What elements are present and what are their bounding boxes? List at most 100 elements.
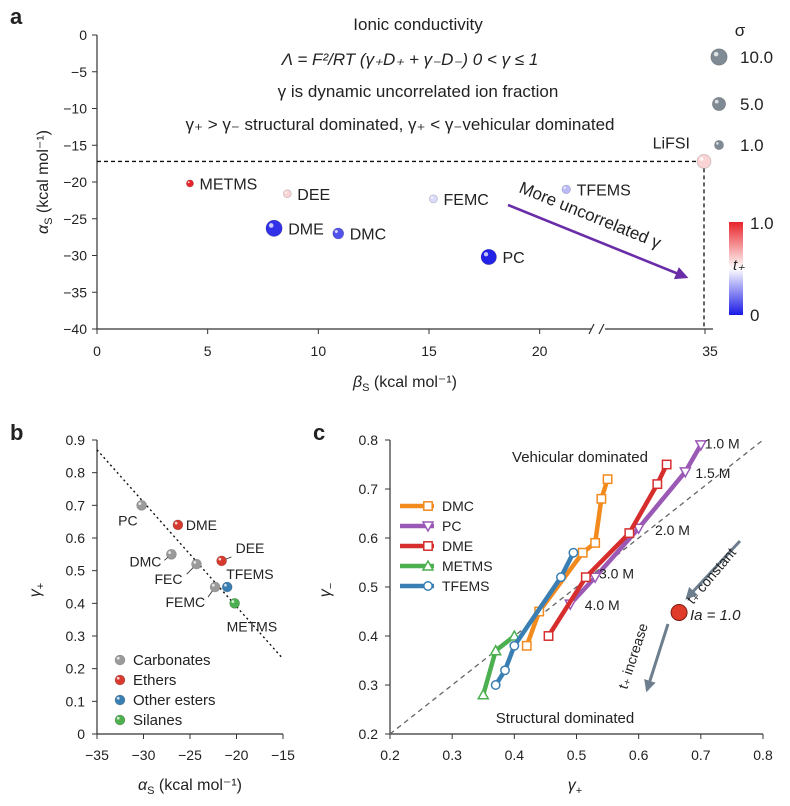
- point-femc: [429, 194, 438, 204]
- c-marker-dme: [624, 528, 635, 539]
- point-label-dee: DEE: [297, 187, 330, 204]
- b-legend-marker-other-esters-highlight: [116, 696, 120, 700]
- axis-subscript: S: [147, 785, 154, 797]
- b-legend-marker-other-esters: [114, 694, 126, 706]
- c-marker-pc: [588, 572, 602, 584]
- c-marker-tfems: [568, 547, 579, 558]
- panel-b-y-tick-label: 0: [77, 726, 85, 742]
- panel-b-x-tick-label: −15: [271, 747, 295, 763]
- panel-c-y-tick-label: 0.3: [359, 677, 379, 693]
- concentration-label: 1.0 M: [705, 435, 740, 451]
- t-plus-constant-label: t₊ constant: [683, 544, 739, 607]
- panel-c-y-tick-label: 0.5: [359, 579, 379, 595]
- point-pc: [480, 248, 497, 265]
- b-point-label-dme: DME: [186, 517, 217, 533]
- panel-c-x-tick-label: 0.4: [505, 747, 525, 763]
- panel-a-y-tick-label: −35: [63, 284, 87, 300]
- panel-c-label: c: [313, 420, 325, 445]
- panel-b-x-tick-label: −35: [85, 747, 109, 763]
- axis-subscript: +: [35, 583, 47, 589]
- c-marker-tfems: [509, 640, 520, 651]
- concentration-label: 1.5 M: [695, 465, 730, 481]
- structural-dominated-label: Structural dominated: [496, 710, 634, 727]
- b-point-dee-body: [216, 555, 227, 567]
- b-point-label-tfems: TFEMS: [226, 566, 273, 582]
- b-point-fec-body: [191, 558, 202, 570]
- panel-c-x-axis-label: γ+: [568, 777, 582, 797]
- point-dee-highlight: [284, 191, 288, 194]
- c-legend-label-dmc: DMC: [442, 498, 474, 514]
- b-point-femc: [209, 581, 221, 593]
- b-point-dee-highlight: [218, 557, 222, 561]
- concentration-label: 4.0 M: [585, 597, 620, 613]
- point-label-lifsi: LiFSI: [653, 135, 690, 152]
- annotation-gamma-definition: γ is dynamic uncorrelated ion fraction: [278, 82, 559, 101]
- sigma-legend-marker-body: [714, 140, 724, 150]
- c-legend-label-tfems: TFEMS: [442, 578, 489, 594]
- panel-a-y-tick-label: −40: [63, 321, 87, 337]
- sigma-legend-marker-body: [712, 97, 726, 111]
- la-point: [670, 603, 688, 621]
- panel-c-diagonal: [389, 439, 764, 735]
- panel-b-legend: Carbonates Ethers Other esters Silanes: [114, 652, 216, 729]
- t-plus-color-bar: 1.0 0 t₊: [729, 214, 774, 325]
- panel-c-x-tick-label: 0.8: [753, 747, 773, 763]
- panel-b-y-tick-label: 0.6: [66, 530, 86, 546]
- point-tfems-body: [561, 184, 571, 194]
- b-legend-marker-silanes-highlight: [116, 716, 120, 720]
- axis-symbol: β: [352, 374, 362, 391]
- panel-a-marks: LiFSI METMS DEE DME DMC FEMC TFEMS PC: [97, 135, 712, 329]
- b-point-metms-body: [229, 598, 240, 609]
- b-point-pc-body: [136, 500, 147, 511]
- panel-b-y-axis-label: γ+: [27, 583, 47, 597]
- c-marker-dmc: [521, 640, 532, 651]
- axis-symbol: γ: [27, 588, 44, 597]
- sigma-legend-marker: [710, 48, 728, 66]
- c-marker-dme: [661, 459, 672, 470]
- c-marker-metms: [489, 644, 502, 656]
- b-point-tfems: [221, 581, 233, 593]
- color-bar-gradient: [729, 222, 743, 315]
- b-point-dme-body: [172, 519, 184, 531]
- point-pc-highlight: [483, 252, 489, 257]
- c-marker-dmc: [577, 547, 588, 558]
- b-point-label-pc: PC: [118, 512, 137, 528]
- axis-symbol: α: [35, 224, 52, 234]
- b-legend-marker-silanes: [114, 714, 126, 726]
- vehicular-dominated-label: Vehicular dominated: [512, 449, 648, 466]
- b-legend-label-other-esters: Other esters: [133, 692, 216, 709]
- panel-a-x-tick-label: 15: [421, 343, 437, 359]
- sigma-legend-title: σ: [735, 21, 746, 40]
- panel-b-y-tick-label: 0.7: [66, 497, 86, 513]
- c-legend-marker-dme: [423, 541, 433, 551]
- axis-break-mark: [598, 323, 605, 335]
- point-dme: [265, 219, 283, 237]
- panel-b-y-tick-label: 0.3: [66, 628, 86, 644]
- axis-symbol: γ: [317, 588, 334, 597]
- color-bar-max-label: 1.0: [750, 214, 774, 233]
- axis-symbol: γ: [568, 777, 577, 794]
- panel-c-y-tick-label: 0.7: [359, 481, 379, 497]
- b-point-label-metms: METMS: [227, 618, 278, 634]
- panel-a-y-tick-label: −5: [71, 64, 87, 80]
- panel-c-legend: DMC PC DME METMS TFEMS: [400, 498, 493, 594]
- panel-c-x-tick-label: 0.6: [629, 747, 649, 763]
- axis-subscript: S: [43, 218, 55, 225]
- c-marker-metms: [508, 629, 521, 641]
- point-tfems: [561, 184, 571, 194]
- panel-a-x-tick-label: 0: [93, 343, 101, 359]
- panel-a-x-tick-label: 20: [532, 343, 548, 359]
- b-legend-marker-ethers: [114, 674, 126, 686]
- point-dme-body: [265, 219, 283, 237]
- point-femc-body: [429, 194, 438, 204]
- color-bar-min-label: 0: [750, 306, 759, 325]
- panel-c-marks: 1.0 M 1.5 M 2.0 M 3.0 M 4.0 M: [476, 435, 740, 700]
- axis-subscript: S: [362, 382, 369, 394]
- c-legend-label-dme: DME: [442, 538, 473, 554]
- panel-b-y-tick-label: 0.8: [66, 465, 86, 481]
- point-label-pc: PC: [502, 250, 524, 267]
- panel-a-x-tick-label: 5: [204, 343, 212, 359]
